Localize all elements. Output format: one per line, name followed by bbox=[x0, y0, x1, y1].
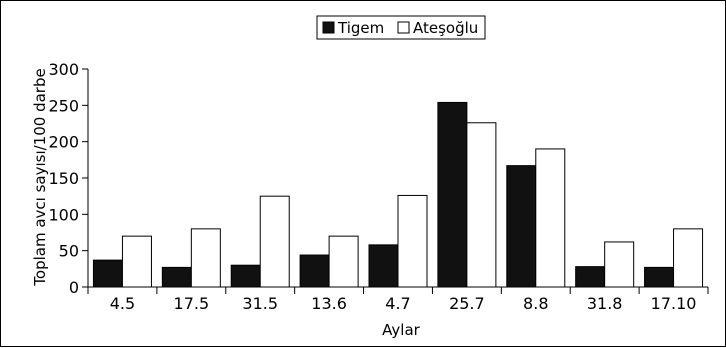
bar-tigem bbox=[299, 254, 330, 288]
y-tick-label: 200 bbox=[48, 133, 79, 152]
bar-tigem bbox=[437, 101, 468, 288]
x-tick-label: 17.10 bbox=[651, 294, 697, 313]
legend-label-atesoglu: Ateşoğlu bbox=[413, 19, 478, 37]
bar-atesoglu bbox=[673, 228, 704, 288]
x-tick-label: 4.5 bbox=[110, 294, 135, 313]
bar-atesoglu bbox=[121, 235, 152, 288]
x-tick-label: 17.5 bbox=[174, 294, 210, 313]
y-tick-label: 150 bbox=[48, 169, 79, 188]
legend-label-tigem: Tigem bbox=[337, 19, 384, 37]
bar-tigem bbox=[161, 266, 192, 288]
x-tick-label: 31.8 bbox=[587, 294, 623, 313]
x-tick-label: 8.8 bbox=[523, 294, 548, 313]
bar-tigem bbox=[368, 244, 399, 288]
legend-swatch-atesoglu bbox=[397, 21, 410, 34]
bar-atesoglu bbox=[328, 235, 359, 288]
bar-atesoglu bbox=[397, 194, 428, 288]
bar-tigem bbox=[230, 264, 261, 288]
y-tick-label: 300 bbox=[48, 60, 79, 79]
bar-tigem bbox=[92, 259, 123, 288]
x-tick-label: 31.5 bbox=[242, 294, 278, 313]
bar-atesoglu bbox=[466, 122, 497, 288]
bar-tigem bbox=[506, 165, 537, 288]
plot-area: 0 50 100 150 200 250 300 4.5 17.5 31.5 13.6 4.7 25.7… bbox=[48, 60, 709, 313]
legend-swatch-tigem bbox=[322, 21, 335, 34]
bar-atesoglu bbox=[535, 148, 566, 288]
bar-atesoglu bbox=[259, 195, 290, 288]
x-tick-label: 25.7 bbox=[449, 294, 485, 313]
legend: Tigem Ateşoğlu bbox=[316, 15, 486, 40]
y-tick-label: 250 bbox=[48, 96, 79, 115]
y-tick-label: 0 bbox=[69, 278, 79, 297]
y-tick-label: 100 bbox=[48, 205, 79, 224]
bar-tigem bbox=[644, 266, 675, 288]
x-tick-label: 13.6 bbox=[311, 294, 347, 313]
x-tick-label: 4.7 bbox=[385, 294, 410, 313]
bar-atesoglu bbox=[604, 241, 635, 288]
y-tick-label: 50 bbox=[59, 242, 79, 261]
bar-atesoglu bbox=[190, 228, 221, 288]
bar-tigem bbox=[575, 266, 606, 288]
y-axis-title: Toplam avcı sayısı/100 darbe bbox=[31, 68, 49, 286]
x-axis-title: Aylar bbox=[382, 321, 420, 339]
